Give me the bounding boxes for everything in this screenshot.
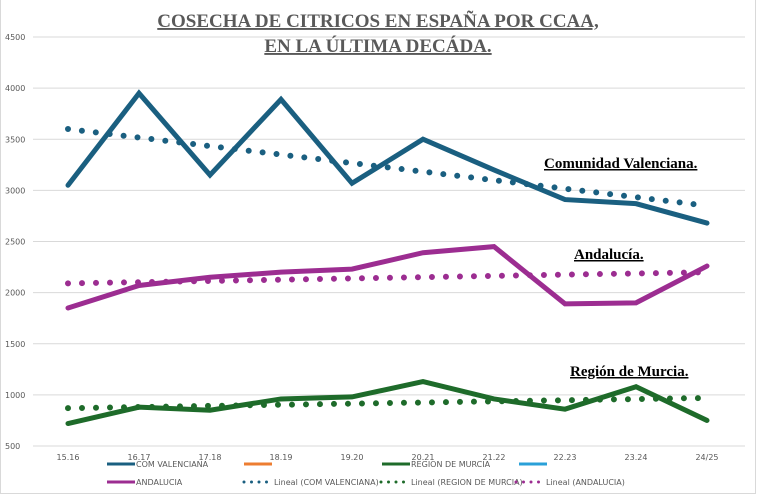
series-lines [65, 89, 710, 427]
legend-label: REGION DE MURCIA [411, 460, 491, 469]
legend-label: Lineal (REGION DE MURCIA) [411, 478, 523, 487]
y-tick-label: 1000 [5, 391, 25, 400]
y-tick-label: 4000 [5, 84, 25, 93]
x-tick-label: 23.24 [625, 453, 648, 462]
chart-title-line-1: COSECHA DE CITRICOS EN ESPAÑA POR CCAA, [157, 10, 599, 32]
legend: COM VALENCIANA REGION DE MURCIA ANDALUCIA L… [107, 460, 625, 487]
y-tick-label: 3500 [5, 135, 25, 144]
x-tick-label: 21.22 [483, 453, 506, 462]
y-tick-label: 3000 [5, 186, 25, 195]
annotation-murcia: Región de Murcia. [570, 364, 689, 380]
x-tick-label: 15.16 [57, 453, 80, 462]
legend-label: COM VALENCIANA [136, 460, 209, 469]
x-tick-label: 24/25 [695, 453, 718, 462]
y-axis-ticks: 500 1000 1500 2000 2500 3000 3500 4000 4500 [5, 33, 25, 451]
x-tick-label: 20.21 [412, 453, 435, 462]
annotation-andalucia: Andalucía. [574, 247, 644, 263]
y-tick-label: 500 [5, 442, 20, 451]
legend-label: ANDALUCIA [136, 478, 183, 487]
y-tick-label: 1500 [5, 340, 25, 349]
annotation-valencia: Comunidad Valenciana. [544, 156, 698, 172]
series-line [65, 379, 710, 427]
y-tick-label: 2500 [5, 238, 25, 247]
y-tick-label: 2000 [5, 289, 25, 298]
x-tick-label: 18.19 [270, 453, 293, 462]
series-line [65, 89, 710, 226]
trendline [65, 126, 710, 209]
trendline [65, 269, 710, 287]
y-tick-label: 4500 [5, 33, 25, 42]
legend-label: Lineal (COM VALENCIANA) [274, 478, 379, 487]
series-line [65, 244, 710, 311]
x-axis-ticks: 15.16 16.17 17.18 18.19 19.20 20.21 21.22 22.23… [57, 453, 719, 462]
x-tick-label: 17.18 [199, 453, 222, 462]
chart-title-line-2: EN LA ÚLTIMA DECÁDA. [264, 35, 491, 57]
x-tick-label: 22.23 [554, 453, 577, 462]
x-tick-label: 19.20 [341, 453, 364, 462]
gridlines [33, 36, 745, 447]
x-tick-label: 16.17 [128, 453, 151, 462]
legend-label: Lineal (ANDALUCIA) [546, 478, 625, 487]
